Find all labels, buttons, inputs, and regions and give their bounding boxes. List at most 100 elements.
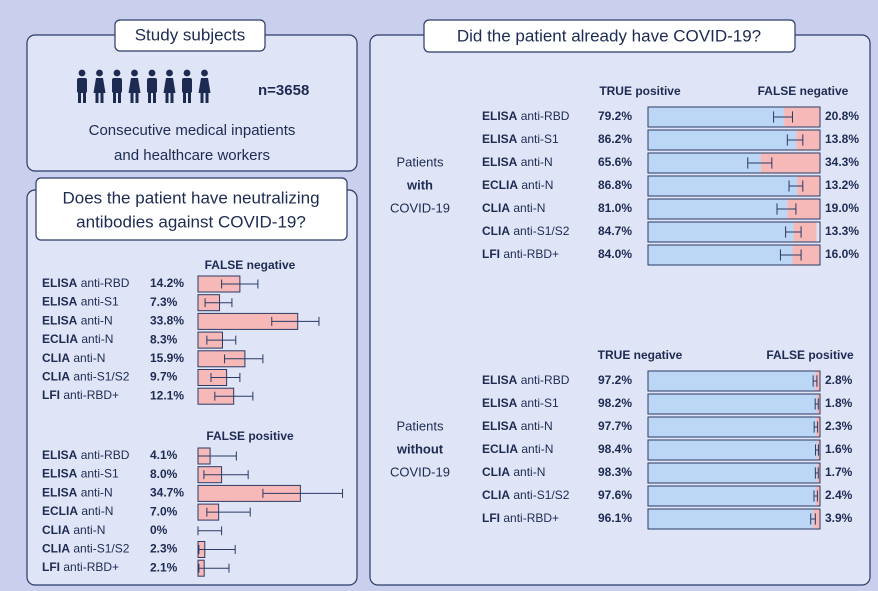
series-header: FALSE positive	[766, 348, 854, 362]
group-label: without	[396, 441, 444, 456]
bar-outline	[647, 129, 821, 151]
bar-segment	[648, 130, 797, 150]
value-label: 9.7%	[150, 370, 178, 384]
bar-segment	[760, 153, 820, 173]
test-target: anti-N	[521, 155, 553, 169]
test-method: CLIA	[482, 224, 510, 238]
test-method: ELISA	[42, 276, 78, 290]
test-method: ELISA	[482, 109, 518, 123]
value-label: 34.7%	[150, 486, 184, 500]
test-label: ELISA anti-N	[482, 419, 553, 433]
value-label: 2.1%	[150, 560, 178, 574]
value-label: 2.4%	[825, 488, 853, 502]
person-head	[183, 69, 191, 77]
person-leg	[200, 92, 204, 103]
test-label: CLIA anti-S1/S2	[482, 224, 570, 238]
value-label: 1.6%	[825, 442, 853, 456]
value-label: 12.1%	[150, 388, 184, 402]
group-label: COVID-19	[390, 200, 450, 215]
test-method: ELISA	[482, 132, 518, 146]
sample-size: n=3658	[258, 82, 309, 99]
test-target: anti-S1	[81, 295, 119, 309]
test-target: anti-RBD	[521, 109, 570, 123]
bar-outline	[647, 508, 821, 530]
series-header: TRUE negative	[598, 348, 683, 362]
test-target: anti-RBD	[521, 373, 570, 387]
group-label: Patients	[397, 418, 444, 433]
bar-outline	[647, 175, 821, 197]
value-label: 96.1%	[598, 511, 632, 525]
person-leg	[118, 92, 121, 103]
test-label: ELISA anti-N	[42, 486, 113, 500]
test-label: CLIA anti-S1/S2	[482, 488, 570, 502]
test-target: anti-S1	[81, 467, 119, 481]
bar-segment	[648, 199, 788, 219]
test-target: anti-N	[521, 442, 553, 456]
person-leg	[148, 92, 151, 103]
test-label: ECLIA anti-N	[482, 178, 553, 192]
value-label: 7.0%	[150, 504, 178, 518]
test-method: ECLIA	[482, 178, 518, 192]
value-label: 65.6%	[598, 155, 632, 169]
test-method: CLIA	[42, 351, 70, 365]
value-label: 1.8%	[825, 396, 853, 410]
subjects-description: Consecutive medical inpatients	[89, 122, 296, 139]
test-method: ELISA	[42, 486, 78, 500]
person-body	[198, 78, 211, 93]
test-method: CLIA	[42, 370, 70, 384]
test-target: anti-N	[81, 332, 113, 346]
test-target: anti-RBD	[81, 448, 130, 462]
test-label: ECLIA anti-N	[42, 504, 113, 518]
bar-segment	[648, 486, 816, 506]
person-body	[93, 78, 106, 93]
test-label: ELISA anti-RBD	[42, 276, 130, 290]
neutralizing-title: antibodies against COVID-19?	[76, 212, 306, 231]
value-label: 14.2%	[150, 276, 184, 290]
test-label: ELISA anti-RBD	[482, 373, 570, 387]
group-label: with	[406, 177, 433, 192]
test-method: CLIA	[42, 542, 70, 556]
value-label: 13.2%	[825, 178, 859, 192]
error-bar	[210, 373, 241, 382]
error-bar	[773, 111, 793, 123]
test-label: ECLIA anti-N	[42, 332, 113, 346]
bar-segment	[796, 130, 820, 150]
subjects-title-box	[114, 19, 266, 52]
test-label: ELISA anti-N	[42, 314, 113, 328]
test-target: anti-N	[81, 314, 113, 328]
value-label: 84.0%	[598, 247, 632, 261]
value-label: 97.6%	[598, 488, 632, 502]
person-head	[148, 69, 156, 77]
person-head	[78, 69, 86, 77]
test-method: ELISA	[42, 314, 78, 328]
test-target: anti-N	[513, 465, 545, 479]
value-label: 1.7%	[825, 465, 853, 479]
person-body	[147, 78, 157, 93]
bar-segment	[648, 417, 817, 437]
test-label: ELISA anti-RBD	[42, 448, 130, 462]
series-header: FALSE negative	[758, 84, 849, 98]
test-label: CLIA anti-S1/S2	[42, 542, 130, 556]
value-label: 97.7%	[598, 419, 632, 433]
series-header: TRUE positive	[599, 84, 681, 98]
value-label: 86.2%	[598, 132, 632, 146]
test-method: CLIA	[42, 523, 70, 537]
person-leg	[135, 92, 139, 103]
bar-segment	[793, 222, 817, 242]
error-bar	[204, 298, 233, 308]
error-bar	[206, 507, 251, 517]
person-leg	[153, 92, 156, 103]
test-label: ELISA anti-N	[482, 155, 553, 169]
value-label: 2.8%	[825, 373, 853, 387]
test-method: ELISA	[482, 396, 518, 410]
error-bar	[814, 467, 819, 479]
error-bar	[197, 451, 237, 461]
error-bar	[747, 157, 773, 169]
test-label: CLIA anti-N	[42, 523, 105, 537]
bar-segment	[648, 222, 794, 242]
person-leg	[78, 92, 81, 103]
bar-segment	[784, 107, 820, 127]
bar-outline	[647, 244, 821, 266]
test-label: LFI anti-RBD+	[482, 511, 559, 525]
